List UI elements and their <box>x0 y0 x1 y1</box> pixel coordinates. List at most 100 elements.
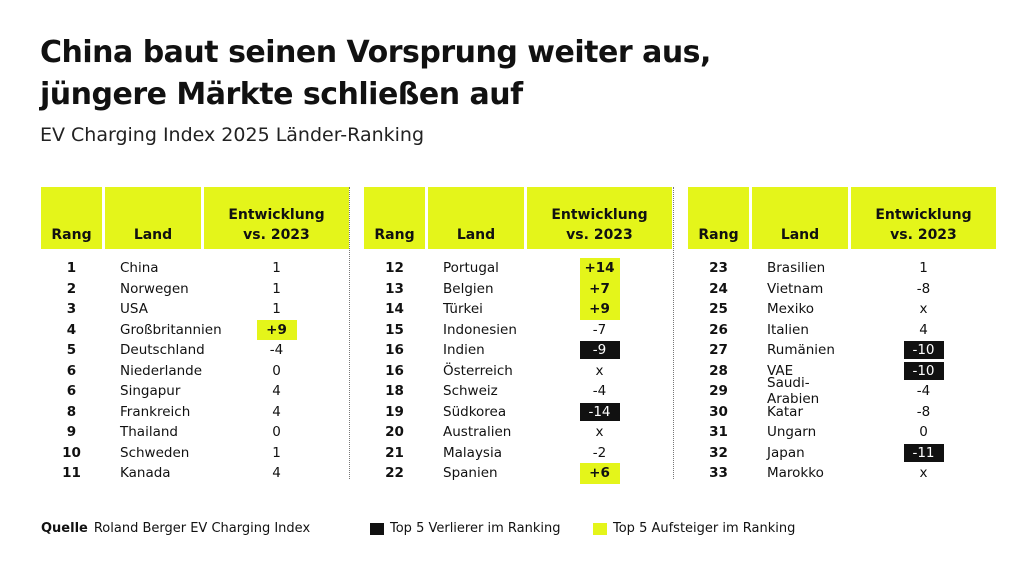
change-value: -4 <box>916 383 931 399</box>
table-row: 32 Japan -11 <box>688 443 996 464</box>
table-row: 33 Marokko x <box>688 463 996 484</box>
legend-risers: Top 5 Aufsteiger im Ranking <box>593 521 795 536</box>
ranking-table-2: Rang Land Entwicklung vs. 2023 12 Portuga… <box>364 187 672 484</box>
header-country: Land <box>752 187 848 249</box>
table-row: 16 Österreich x <box>364 361 672 382</box>
table-row: 16 Indien -9 <box>364 340 672 361</box>
country-cell: Portugal <box>443 260 499 277</box>
table-row: 3 USA 1 <box>41 299 349 320</box>
change-cell: 0 <box>204 361 349 382</box>
change-cell: -7 <box>527 320 672 341</box>
change-value: +9 <box>256 319 297 340</box>
change-value: x <box>919 301 928 317</box>
header-change: Entwicklung vs. 2023 <box>204 187 349 249</box>
table-row: 15 Indonesien -7 <box>364 320 672 341</box>
rank-cell: 4 <box>66 321 77 338</box>
rank-cell: 27 <box>709 342 728 359</box>
change-cell: 1 <box>204 299 349 320</box>
change-value: x <box>595 424 604 440</box>
table-row: 29 Saudi-Arabien -4 <box>688 375 996 407</box>
change-cell: x <box>851 299 996 320</box>
rank-cell: 13 <box>385 280 404 297</box>
change-cell: 4 <box>204 381 349 402</box>
table-header: Rang Land Entwicklung vs. 2023 <box>688 187 996 249</box>
change-cell: -8 <box>851 402 996 423</box>
rank-cell: 9 <box>66 424 77 441</box>
change-value: -8 <box>916 280 931 297</box>
country-cell: Ungarn <box>767 424 817 441</box>
change-cell: +6 <box>527 463 672 484</box>
subtitle: EV Charging Index 2025 Länder-Ranking <box>40 124 425 146</box>
change-cell: 1 <box>204 258 349 279</box>
change-cell: -8 <box>851 279 996 300</box>
change-value: 1 <box>272 260 281 276</box>
table-row: 12 Portugal +14 <box>364 258 672 279</box>
table-row: 11 Kanada 4 <box>41 463 349 484</box>
legend-label: Top 5 Aufsteiger im Ranking <box>613 521 796 536</box>
table-row: 21 Malaysia -2 <box>364 443 672 464</box>
header-rank: Rang <box>364 187 425 249</box>
change-value: +7 <box>579 278 620 299</box>
country-cell: Italien <box>767 321 809 338</box>
rank-cell: 21 <box>385 444 404 461</box>
change-value: -4 <box>592 383 607 399</box>
rank-cell: 18 <box>385 383 404 400</box>
change-value: -7 <box>592 321 607 338</box>
change-cell: x <box>527 422 672 443</box>
rank-cell: 6 <box>66 383 77 400</box>
change-value: 4 <box>272 465 281 481</box>
country-cell: Japan <box>767 444 805 461</box>
legend-swatch-yellow <box>593 522 607 535</box>
table-row: 18 Schweiz -4 <box>364 381 672 402</box>
change-cell: x <box>851 463 996 484</box>
change-cell: 1 <box>851 258 996 279</box>
country-cell: Kanada <box>120 465 171 482</box>
change-value: 0 <box>272 362 281 379</box>
rank-cell: 32 <box>709 444 728 461</box>
change-value: 4 <box>272 403 281 420</box>
divider <box>349 187 350 479</box>
change-value: 1 <box>272 444 281 461</box>
change-cell: -9 <box>527 340 672 361</box>
change-value: 0 <box>272 424 281 440</box>
change-cell: 0 <box>204 422 349 443</box>
table-row: 24 Vietnam -8 <box>688 279 996 300</box>
change-value: x <box>595 362 604 379</box>
change-value: 4 <box>919 321 928 338</box>
header-rank: Rang <box>688 187 749 249</box>
change-value: -2 <box>592 444 607 461</box>
country-cell: Indien <box>443 342 485 359</box>
country-cell: Thailand <box>120 424 178 441</box>
change-cell: -11 <box>851 443 996 464</box>
table-row: 13 Belgien +7 <box>364 278 672 299</box>
rank-cell: 28 <box>709 362 728 379</box>
header-change-line-1: Entwicklung <box>228 207 325 223</box>
table-row: 19 Südkorea -14 <box>364 402 672 423</box>
rank-cell: 29 <box>709 383 728 400</box>
rank-cell: 11 <box>62 465 81 482</box>
country-cell: Rumänien <box>767 342 835 359</box>
country-cell: VAE <box>767 362 794 379</box>
rank-cell: 14 <box>385 301 404 318</box>
change-cell: 4 <box>204 463 349 484</box>
country-cell: Indonesien <box>443 321 517 338</box>
rank-cell: 8 <box>66 403 77 420</box>
rank-cell: 25 <box>709 301 728 318</box>
rank-cell: 23 <box>709 260 728 277</box>
table-row: 1 China 1 <box>41 258 349 279</box>
table-row: 10 Schweden 1 <box>41 443 349 464</box>
rank-cell: 31 <box>709 424 728 441</box>
rank-cell: 12 <box>385 260 404 277</box>
change-cell: -4 <box>204 340 349 361</box>
country-cell: Frankreich <box>120 403 191 420</box>
rank-cell: 20 <box>385 424 404 441</box>
header-change-line-1: Entwicklung <box>875 207 972 223</box>
title-line-1: China baut seinen Vorsprung weiter aus, <box>40 35 711 70</box>
change-value: 1 <box>272 280 281 297</box>
table-header: Rang Land Entwicklung vs. 2023 <box>41 187 349 249</box>
rank-cell: 30 <box>709 403 728 420</box>
rank-cell: 1 <box>66 260 77 277</box>
table-row: 23 Brasilien 1 <box>688 258 996 279</box>
change-value: -8 <box>916 403 931 420</box>
country-cell: Großbritannien <box>120 321 222 338</box>
